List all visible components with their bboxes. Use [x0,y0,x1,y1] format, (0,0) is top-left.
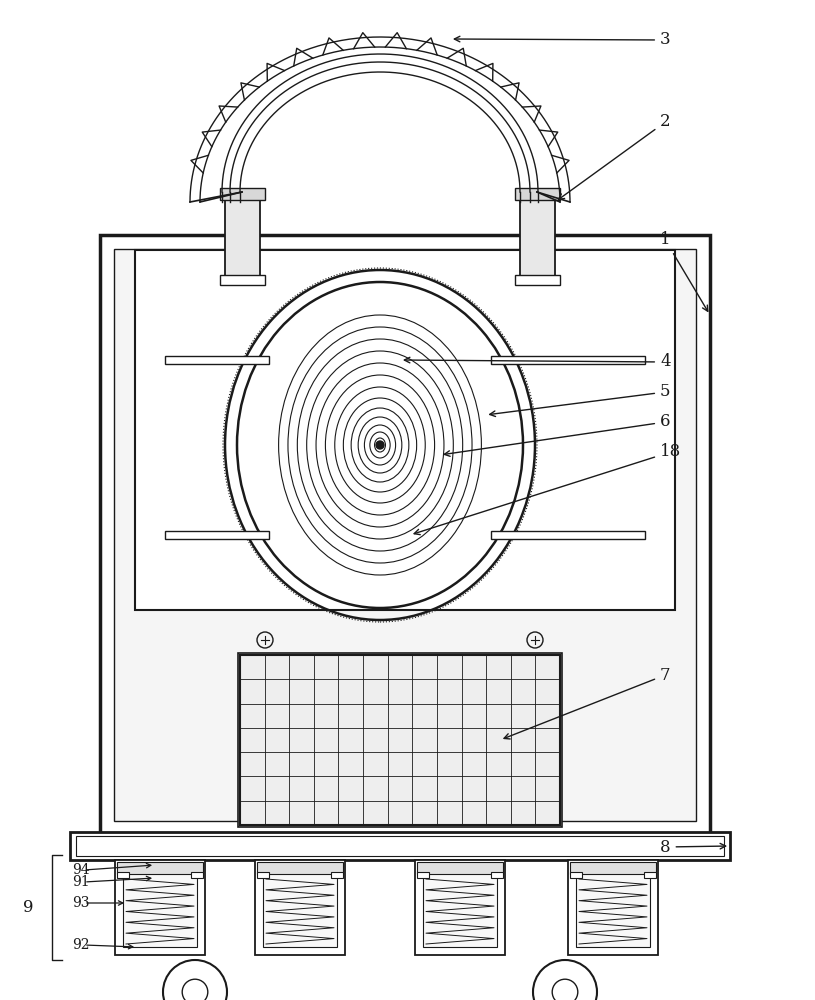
Bar [220,188,265,200]
Bar [123,868,197,947]
Bar [576,868,650,947]
Bar [255,860,345,955]
Bar [644,872,656,878]
Bar [570,872,582,878]
Bar [191,872,203,878]
Bar [225,192,260,277]
Bar [491,356,645,364]
Bar [491,872,503,878]
Text: 6: 6 [444,414,671,456]
Text: 9: 9 [23,899,33,916]
Bar [70,832,730,860]
Bar [117,862,203,874]
Bar [417,872,429,878]
Text: 91: 91 [72,875,90,889]
Bar [568,860,658,955]
Bar [165,356,269,364]
Bar [117,872,129,878]
Bar [100,235,710,835]
Bar [570,862,656,874]
Bar [415,860,505,955]
Text: 2: 2 [558,113,671,199]
Bar [240,655,560,825]
Bar [423,868,497,947]
Bar [114,249,696,821]
Bar [115,860,205,955]
Bar [491,531,645,539]
Text: 93: 93 [72,896,90,910]
Text: 7: 7 [504,666,671,739]
Text: 3: 3 [454,31,671,48]
Bar [238,653,562,827]
Bar [331,872,343,878]
Bar [520,192,555,277]
Bar [417,862,503,874]
Text: 4: 4 [404,354,671,370]
Bar [257,872,269,878]
Bar [76,836,724,856]
Text: 94: 94 [72,863,90,877]
Text: 18: 18 [414,444,681,535]
Text: 5: 5 [490,383,671,417]
Bar [220,275,265,285]
Text: 8: 8 [660,838,725,856]
Bar [165,531,269,539]
Bar [263,868,337,947]
Text: 1: 1 [660,232,707,311]
Text: 92: 92 [72,938,90,952]
Bar [257,862,343,874]
Bar [135,250,675,610]
Circle shape [376,441,384,449]
Bar [515,275,560,285]
Bar [515,188,560,200]
